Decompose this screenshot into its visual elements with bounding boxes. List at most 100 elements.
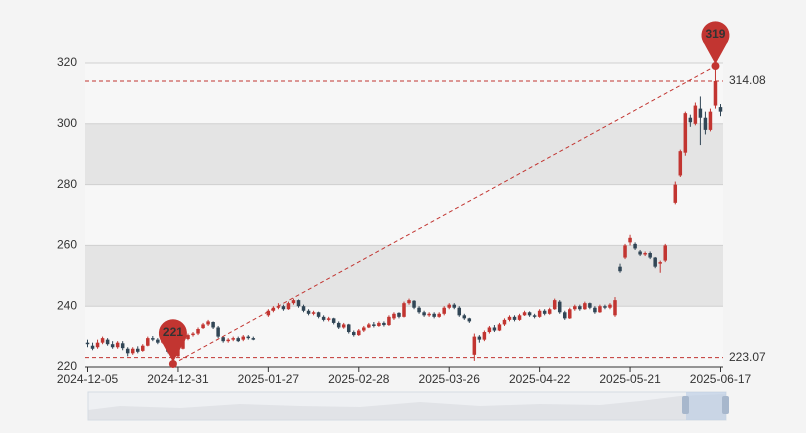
candle-body [713, 80, 718, 106]
candle-body [547, 309, 552, 314]
mark-pin-label: 221 [163, 325, 183, 339]
candle-body [507, 316, 512, 320]
candle-body [482, 332, 487, 340]
candle-body [387, 316, 391, 326]
candle-body [573, 306, 577, 310]
candle-body [241, 336, 246, 340]
candle-body [718, 107, 723, 112]
candle-body [196, 329, 200, 334]
candle-body [598, 306, 602, 313]
y-tick-label: 300 [57, 116, 77, 130]
candle-body [251, 338, 256, 340]
candle-body [221, 337, 225, 342]
candle-body [427, 313, 431, 316]
mark-line-label: 314.08 [729, 73, 766, 87]
candle-body [512, 316, 517, 320]
y-tick-label: 240 [57, 298, 77, 312]
candle-body [357, 330, 361, 336]
mark-pin [701, 21, 730, 65]
candle-body [422, 312, 426, 316]
candle-body [90, 345, 95, 349]
candle-body [643, 253, 647, 255]
candle-body [452, 304, 456, 308]
candle-body [352, 332, 356, 336]
candle-body [191, 333, 195, 336]
x-tick-label: 2025-01-27 [238, 372, 300, 386]
candle-body [623, 245, 627, 258]
mark-pin [158, 319, 187, 362]
candle-body [437, 313, 441, 317]
candle-body [688, 117, 693, 123]
candle-body [156, 339, 160, 343]
candle-body [658, 262, 662, 264]
candle-body [397, 312, 401, 317]
candle-body [120, 343, 125, 349]
y-tick-label: 220 [57, 359, 77, 373]
candle-body [588, 303, 592, 308]
candle-body [206, 321, 210, 325]
candle-body [683, 113, 688, 153]
candle-body [487, 327, 492, 333]
x-tick-label: 2024-12-05 [57, 372, 119, 386]
candle-body [708, 111, 713, 130]
mark-dot [711, 62, 720, 71]
candle-body [266, 310, 271, 316]
candle-body [291, 300, 296, 304]
candle-body [367, 324, 371, 328]
split-area [85, 245, 723, 307]
zoom-handle[interactable] [682, 396, 689, 414]
candle-body [472, 336, 477, 355]
candle-body [552, 300, 557, 310]
candle-body [532, 315, 537, 317]
candle-body [326, 318, 331, 320]
candle-body [130, 348, 135, 354]
candle-body [336, 322, 341, 328]
candle-body [442, 307, 446, 314]
y-tick-label: 280 [57, 177, 77, 191]
candle-body [105, 339, 110, 345]
candle-body [316, 312, 321, 317]
split-area [85, 184, 723, 246]
candle-body [537, 310, 542, 317]
candle-body [603, 306, 607, 308]
candle-body [578, 306, 582, 310]
candle-body [608, 304, 612, 308]
candle-body [703, 117, 708, 130]
candle-body [276, 306, 281, 308]
candle-body [306, 310, 311, 314]
candle-body [321, 316, 326, 320]
candle-body [186, 335, 190, 340]
candle-body [698, 108, 703, 118]
split-area [85, 63, 723, 124]
candle-body [568, 309, 572, 319]
candle-body [141, 345, 145, 351]
candle-body [236, 338, 240, 342]
zoom-window[interactable] [686, 392, 726, 420]
candle-body [377, 322, 381, 326]
candle-body [502, 319, 507, 325]
candle-body [557, 301, 562, 313]
data-zoom[interactable] [87, 391, 729, 421]
candle-body [382, 322, 386, 326]
mark-pin-label: 319 [705, 27, 725, 41]
candle-body [226, 339, 230, 342]
x-tick-label: 2025-03-26 [419, 372, 481, 386]
split-area [85, 123, 723, 185]
candle-body [296, 300, 301, 307]
candle-body [517, 315, 522, 320]
x-tick-label: 2024-12-31 [147, 372, 209, 386]
candle-body [100, 338, 105, 343]
candle-body [628, 237, 632, 243]
zoom-handle[interactable] [722, 396, 729, 414]
candle-body [211, 322, 215, 328]
candle-body [542, 310, 547, 314]
candle-body [638, 251, 642, 255]
candle-body [648, 253, 652, 258]
x-tick-label: 2025-05-21 [599, 372, 661, 386]
mark-line-label: 223.07 [729, 350, 766, 364]
candle-body [412, 300, 416, 308]
candle-body [583, 303, 587, 310]
candle-body [95, 342, 100, 348]
candle-body [467, 318, 472, 322]
candle-body [417, 307, 421, 313]
